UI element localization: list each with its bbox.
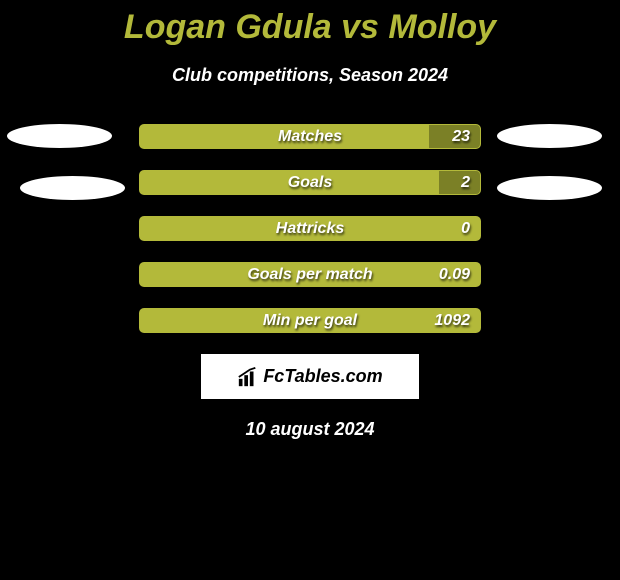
stat-row-matches: Matches 23	[139, 124, 481, 149]
stat-label-gpm: Goals per match	[247, 266, 372, 284]
stat-value-matches: 23	[452, 128, 470, 146]
stat-fill-goals	[439, 171, 480, 194]
main-container: Logan Gdula vs Molloy Club competitions,…	[0, 0, 620, 440]
ellipse-right-1	[497, 124, 602, 148]
stat-row-min-per-goal: Min per goal 1092	[139, 308, 481, 333]
stat-label-goals: Goals	[288, 174, 332, 192]
stat-label-mpg: Min per goal	[263, 312, 357, 330]
ellipse-left-2	[20, 176, 125, 200]
stat-label-matches: Matches	[278, 128, 342, 146]
ellipse-right-2	[497, 176, 602, 200]
stat-value-hattricks: 0	[461, 220, 470, 238]
stat-value-mpg: 1092	[434, 312, 470, 330]
logo-text: FcTables.com	[263, 366, 382, 387]
stats-area: Matches 23 Goals 2 Hattricks 0 Goals per…	[0, 124, 620, 333]
page-subtitle: Club competitions, Season 2024	[0, 65, 620, 86]
ellipse-left-1	[7, 124, 112, 148]
date-text: 10 august 2024	[0, 419, 620, 440]
chart-icon	[237, 366, 259, 388]
stat-value-gpm: 0.09	[439, 266, 470, 284]
page-title: Logan Gdula vs Molloy	[0, 8, 620, 47]
logo-box: FcTables.com	[201, 354, 419, 399]
stat-value-goals: 2	[461, 174, 470, 192]
stat-label-hattricks: Hattricks	[276, 220, 344, 238]
stat-row-goals-per-match: Goals per match 0.09	[139, 262, 481, 287]
stat-row-hattricks: Hattricks 0	[139, 216, 481, 241]
stat-row-goals: Goals 2	[139, 170, 481, 195]
